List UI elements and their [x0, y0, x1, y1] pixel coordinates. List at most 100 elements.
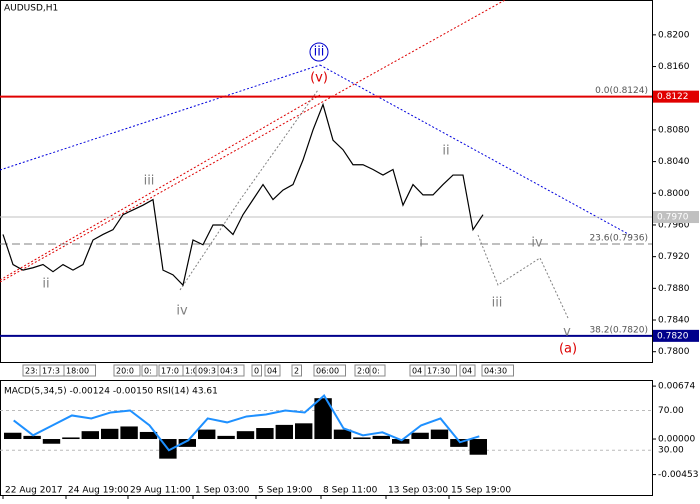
macd-bar — [101, 428, 119, 440]
wave-label: (a) — [559, 342, 577, 357]
trend-line — [0, 64, 321, 171]
rsi-tick-label: 70.00 — [658, 406, 684, 416]
chart-title: AUDUSD,H1 — [4, 4, 58, 14]
time-label: 23: — [25, 367, 38, 376]
x-tick-label: 1 Sep 03:00 — [195, 486, 250, 496]
macd-bar — [450, 439, 468, 447]
macd-bar — [236, 431, 255, 440]
wave-label: i — [419, 236, 423, 251]
time-label: 0: — [372, 367, 380, 376]
trend-line — [319, 64, 631, 236]
y-tick-label: 0.7840 — [658, 316, 690, 326]
wave-label: v — [563, 325, 571, 340]
time-label: 09:3 — [198, 367, 216, 376]
macd-bar — [275, 424, 293, 440]
level-label: 38.2(0.7820) — [589, 325, 648, 335]
level-label: 23.6(0.7936) — [589, 233, 648, 243]
y-tick-label: 0.7960 — [658, 220, 690, 230]
time-label: 17:30 — [427, 367, 450, 376]
macd-bar — [372, 435, 390, 440]
forecast-path — [477, 234, 569, 319]
macd-bar — [333, 429, 352, 440]
x-tick-label: 5 Sep 19:00 — [258, 486, 313, 496]
macd-bar — [62, 437, 80, 440]
x-tick-label: 24 Aug 19:00 — [68, 486, 129, 496]
macd-bar — [42, 439, 61, 444]
time-label: 04:3 — [220, 367, 238, 376]
macd-bar — [81, 431, 99, 440]
price-tag-label: 0.7970 — [657, 213, 689, 223]
time-box — [313, 364, 346, 377]
x-tick-label: 13 Sep 03:00 — [388, 486, 448, 496]
time-label: 04 — [462, 367, 472, 376]
wave-label: iii — [144, 174, 155, 189]
wave-label: iv — [176, 304, 188, 319]
time-label: 04 — [412, 367, 422, 376]
time-label: 2:0 — [357, 367, 370, 376]
x-tick-label: 29 Aug 11:00 — [130, 486, 191, 496]
level-label: 0.0(0.8124) — [595, 86, 648, 96]
time-label: 18:00 — [66, 367, 89, 376]
macd-bar — [120, 426, 138, 440]
time-box — [459, 364, 476, 377]
macd-bar — [198, 429, 216, 440]
time-label: 04:30 — [484, 367, 507, 376]
y-tick-label: 0.8000 — [658, 189, 690, 199]
macd-tick-label: 0.00674 — [658, 382, 695, 392]
time-box — [424, 364, 457, 377]
x-tick-label: 8 Sep 11:00 — [323, 486, 378, 496]
time-label: 2 — [294, 367, 299, 376]
trend-line — [0, 94, 321, 281]
macd-bar — [178, 439, 196, 447]
x-tick-label: 22 Aug 2017 — [5, 486, 63, 496]
wave-line — [179, 89, 319, 291]
price-line — [2, 102, 484, 287]
wave-label: iv — [531, 236, 543, 251]
time-box — [369, 364, 386, 377]
wave-circle — [309, 42, 329, 62]
macd-bar — [430, 429, 449, 440]
macd-bar — [392, 439, 410, 444]
macd-bar — [314, 398, 332, 440]
time-box — [291, 364, 302, 377]
time-label: 1:0 — [185, 367, 198, 376]
macd-bar — [4, 432, 22, 440]
time-box — [141, 364, 158, 377]
time-box — [481, 364, 514, 377]
time-label: 20:0 — [116, 367, 134, 376]
y-tick-label: 0.8040 — [658, 157, 690, 167]
x-tick-label: 15 Sep 19:00 — [451, 486, 511, 496]
indicator-panel — [0, 380, 653, 496]
time-label: 0: — [144, 367, 152, 376]
y-tick-label: 0.8160 — [658, 62, 690, 72]
time-box — [217, 364, 245, 377]
wave-label: ii — [442, 144, 449, 159]
macd-tick-label: 0.00000 — [658, 435, 695, 445]
macd-bar — [23, 435, 41, 440]
time-box — [251, 364, 262, 377]
macd-tick-label: -0.00453 — [658, 470, 698, 480]
y-tick-label: 0.8080 — [658, 125, 690, 135]
time-label: 06:00 — [316, 367, 339, 376]
wave-label: (v) — [310, 71, 328, 86]
wave-label: iii — [492, 296, 503, 311]
price-tag-label: 0.7820 — [657, 331, 689, 341]
time-box — [63, 364, 96, 377]
time-label: 04 — [267, 367, 277, 376]
macd-bar — [256, 428, 274, 440]
price-tag — [653, 211, 699, 224]
trend-line — [0, 0, 506, 283]
price-tag — [653, 90, 699, 103]
macd-bar — [295, 423, 313, 440]
rsi-tick-label: 30.00 — [658, 446, 684, 456]
y-tick-label: 0.7800 — [658, 347, 690, 357]
time-box — [264, 364, 281, 377]
time-label: 17:0 — [161, 367, 179, 376]
macd-bar — [353, 437, 371, 440]
time-label: 17:3 — [42, 367, 60, 376]
price-tag-label: 0.8122 — [657, 92, 689, 102]
time-label: 0 — [254, 367, 259, 376]
macd-bar — [411, 432, 429, 440]
indicator-title: MACD(5,34,5) -0.00124 -0.00150 RSI(14) 4… — [4, 387, 218, 397]
